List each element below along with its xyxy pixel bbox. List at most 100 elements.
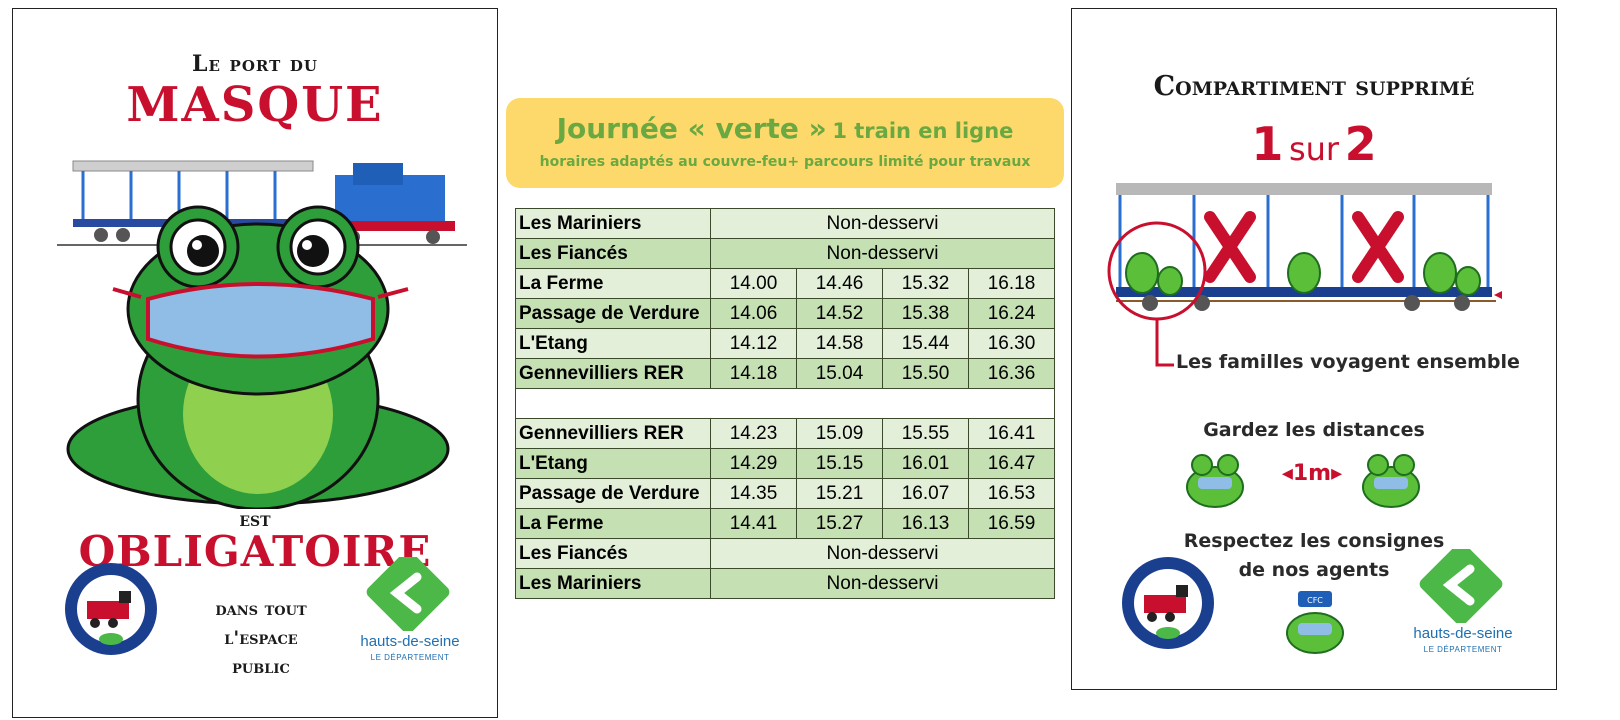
timetable-row: Les Fiancés Non-desservi <box>515 538 1055 569</box>
one-in-two-ratio: 1 sur 2 <box>1072 117 1556 171</box>
carriage-frogs-illustration <box>1107 183 1502 367</box>
respect-line-2: de nos agents <box>1238 559 1390 581</box>
timetable-row: L'Etang 14.29 15.15 16.01 16.47 <box>515 448 1055 479</box>
distance-illustration: ◂1m▸ <box>1182 449 1442 509</box>
separator-cell <box>515 388 1055 419</box>
departure-time: 16.01 <box>882 448 969 479</box>
departure-time: 14.52 <box>796 298 883 329</box>
dans-line-1: dans tout <box>215 598 307 620</box>
cfc-logo <box>65 563 157 655</box>
stop-name: Gennevilliers RER <box>515 418 711 449</box>
stop-name: L'Etang <box>515 448 711 479</box>
departure-time: 16.36 <box>968 358 1055 389</box>
poster-dans-tout-lespace-public: dans tout l'espace public <box>181 595 341 682</box>
timetable-row: Les Fiancés Non-desservi <box>515 238 1055 269</box>
departure-time: 15.21 <box>796 478 883 509</box>
departure-time: 14.35 <box>710 478 797 509</box>
hds-sub-text: LE DÉPARTEMENT <box>370 653 450 662</box>
timetable: Les Mariniers Non-desservi Les Fiancés Non-… <box>515 208 1055 599</box>
departure-time: 15.55 <box>882 418 969 449</box>
stop-name: Les Mariniers <box>515 208 711 239</box>
poster-word-masque: MASQUE <box>126 77 384 133</box>
departure-time: 15.04 <box>796 358 883 389</box>
cfc-logo <box>1122 557 1214 649</box>
stop-name: La Ferme <box>515 508 711 539</box>
respect-line-1: Respectez les consignes <box>1183 530 1445 552</box>
hds-name-text: hauts-de-seine <box>1413 625 1513 642</box>
departure-time: 16.24 <box>968 298 1055 329</box>
arrow-left-icon: ◂ <box>1281 461 1293 486</box>
departure-time: 15.15 <box>796 448 883 479</box>
departure-time: 15.50 <box>882 358 969 389</box>
banner-title-train: 1 train en ligne <box>832 119 1014 143</box>
timetable-row: Passage de Verdure 14.35 15.21 16.07 16.53 <box>515 478 1055 509</box>
departure-time: 16.07 <box>882 478 969 509</box>
departure-time: 14.18 <box>710 358 797 389</box>
stop-name: Passage de Verdure <box>515 298 711 329</box>
departure-time: 14.06 <box>710 298 797 329</box>
departure-time: 15.38 <box>882 298 969 329</box>
departure-time: 16.59 <box>968 508 1055 539</box>
face-mask-icon <box>112 282 409 359</box>
families-travel-together: Les familles voyagent ensemble <box>1176 351 1520 373</box>
departure-time: 14.12 <box>710 328 797 359</box>
stop-name: Gennevilliers RER <box>515 358 711 389</box>
stop-name: Les Fiancés <box>515 238 711 269</box>
agent-frog-icon: CFC <box>1286 591 1344 654</box>
stop-name: L'Etang <box>515 328 711 359</box>
hauts-de-seine-emblem-icon <box>1419 542 1503 626</box>
departure-time: 16.53 <box>968 478 1055 509</box>
timetable-row: Passage de Verdure 14.06 14.52 15.38 16.24 <box>515 298 1055 329</box>
timetable-row: L'Etang 14.12 14.58 15.44 16.30 <box>515 328 1055 359</box>
compartment-poster: Compartiment supprimé 1 sur 2 <box>1071 8 1557 690</box>
not-served-note: Non-desservi <box>710 208 1055 239</box>
stop-name: Passage de Verdure <box>515 478 711 509</box>
removed-seat-x-icon <box>1204 211 1256 283</box>
timetable-row: La Ferme 14.00 14.46 15.32 16.18 <box>515 268 1055 299</box>
poster-word-obligatoire: OBLIGATOIRE <box>78 527 432 576</box>
timetable-separator <box>515 388 1055 419</box>
departure-time: 16.13 <box>882 508 969 539</box>
stop-name: Les Mariniers <box>515 568 711 599</box>
departure-time: 14.41 <box>710 508 797 539</box>
banner-subtitle: horaires adaptés au couvre-feu+ parcours… <box>539 154 1031 170</box>
banner-title: Journée « verte » 1 train en ligne <box>506 112 1064 145</box>
stop-name: La Ferme <box>515 268 711 299</box>
departure-time: 15.44 <box>882 328 969 359</box>
poster-title-compartiment: Compartiment supprimé <box>1153 71 1475 102</box>
departure-time: 16.47 <box>968 448 1055 479</box>
not-served-note: Non-desservi <box>710 238 1055 269</box>
departure-time: 14.29 <box>710 448 797 479</box>
poster-word-est: est <box>239 507 271 531</box>
poster-line-le-port-du: Le port du <box>191 51 319 77</box>
dans-line-2: l'espace <box>224 627 298 649</box>
departure-time: 15.32 <box>882 268 969 299</box>
green-day-banner: Journée « verte » 1 train en ligne horai… <box>506 98 1064 188</box>
stop-name: Les Fiancés <box>515 538 711 569</box>
hds-sub-text: LE DÉPARTEMENT <box>1423 645 1503 654</box>
departure-time: 14.46 <box>796 268 883 299</box>
hauts-de-seine-emblem-icon <box>366 550 450 634</box>
ratio-sur: sur <box>1288 130 1340 168</box>
departure-time: 14.58 <box>796 328 883 359</box>
timetable-row: La Ferme 14.41 15.27 16.13 16.59 <box>515 508 1055 539</box>
respect-instructions: Respectez les consignes de nos agents <box>1072 527 1556 585</box>
locomotive-icon <box>335 163 455 244</box>
family-frog-icon <box>1423 252 1481 296</box>
removed-seat-x-icon <box>1352 211 1404 283</box>
not-served-note: Non-desservi <box>710 568 1055 599</box>
hds-name-text: hauts-de-seine <box>360 633 460 650</box>
banner-title-main: Journée « verte » <box>556 112 827 145</box>
timetable-row: Les Mariniers Non-desservi <box>515 568 1055 599</box>
timetable-row: Gennevilliers RER 14.18 15.04 15.50 16.36 <box>515 358 1055 389</box>
keep-distances: Gardez les distances <box>1203 419 1425 441</box>
masked-frog-icon <box>1362 454 1420 508</box>
mask-poster: Le port du MASQUE <box>12 8 498 718</box>
agent-cap-label: CFC <box>1307 596 1323 605</box>
ratio-one: 1 <box>1251 117 1284 171</box>
departure-time: 15.09 <box>796 418 883 449</box>
timetable-row: Gennevilliers RER 14.23 15.09 15.55 16.41 <box>515 418 1055 449</box>
departure-time: 14.23 <box>710 418 797 449</box>
not-served-note: Non-desservi <box>710 538 1055 569</box>
family-frog-icon <box>1125 252 1183 296</box>
